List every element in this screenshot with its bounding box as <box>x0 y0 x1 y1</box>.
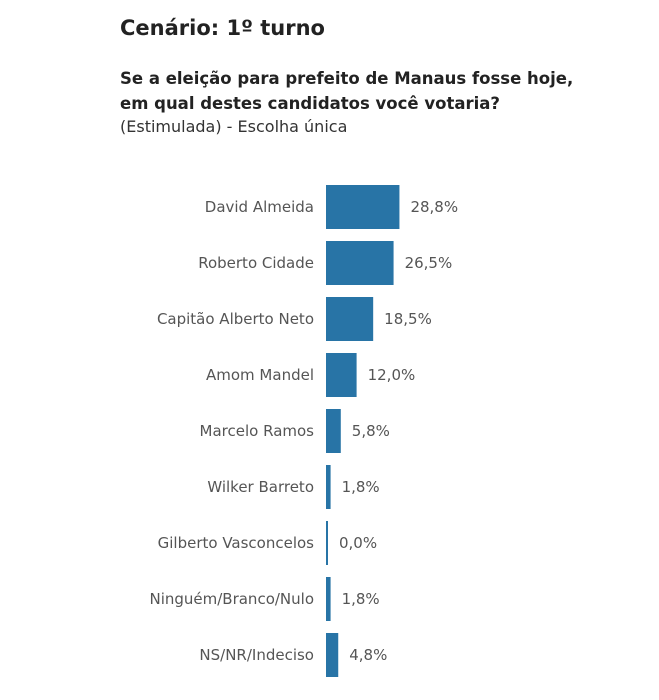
chart-title: Cenário: 1º turno <box>120 16 325 40</box>
chart-question: Se a eleição para prefeito de Manaus fos… <box>120 66 573 116</box>
category-label: Capitão Alberto Neto <box>157 310 314 328</box>
value-label: 0,0% <box>339 534 377 552</box>
category-label: David Almeida <box>205 198 314 216</box>
value-label: 28,8% <box>410 198 458 216</box>
category-label: Amom Mandel <box>206 366 314 384</box>
value-label: 5,8% <box>352 422 390 440</box>
value-label: 26,5% <box>405 254 453 272</box>
category-label: Gilberto Vasconcelos <box>158 534 315 552</box>
bar <box>326 409 341 453</box>
category-label: Wilker Barreto <box>207 478 314 496</box>
category-label: Ninguém/Branco/Nulo <box>149 590 314 608</box>
category-label: Roberto Cidade <box>198 254 314 272</box>
bar <box>326 185 400 229</box>
value-label: 4,8% <box>349 646 387 664</box>
bar <box>326 577 331 621</box>
bar <box>326 465 331 509</box>
bar <box>326 241 394 285</box>
value-label: 1,8% <box>342 478 380 496</box>
category-label: Marcelo Ramos <box>200 422 315 440</box>
value-label: 18,5% <box>384 310 432 328</box>
bar <box>326 521 328 565</box>
bar <box>326 633 339 677</box>
bar <box>326 297 374 341</box>
value-label: 1,8% <box>342 590 380 608</box>
bar <box>326 353 357 397</box>
question-line-2: em qual destes candidatos você votaria? <box>120 94 500 113</box>
chart-subtitle: (Estimulada) - Escolha única <box>120 117 348 136</box>
question-line-1: Se a eleição para prefeito de Manaus fos… <box>120 69 574 88</box>
value-label: 12,0% <box>368 366 416 384</box>
category-label: NS/NR/Indeciso <box>199 646 314 664</box>
